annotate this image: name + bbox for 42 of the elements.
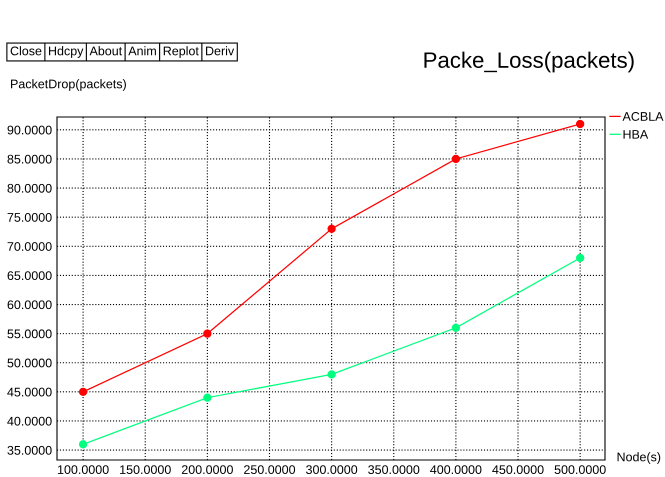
point (452, 324, 460, 332)
y-axis-title: PacketDrop(packets) (11, 79, 126, 91)
y-tick-label: 70.0000 (8, 242, 52, 251)
y-tick-label: 50.0000 (7, 358, 52, 368)
y-tick-label: 40.0000 (7, 416, 52, 426)
point (203, 394, 212, 402)
y-tick-label: 75.0000 (8, 212, 52, 222)
x-tick-label: 100.0000 (58, 465, 109, 474)
y-tick-label: 35.0000 (7, 446, 52, 455)
text: Anim (128, 46, 156, 56)
legend-label: HBA (624, 130, 648, 139)
point (452, 154, 460, 164)
point (576, 120, 584, 128)
y-tick-label: 80.0000 (8, 184, 52, 193)
legend-label: ACBLA (622, 112, 664, 121)
x-tick-label: 350.0000 (368, 465, 420, 474)
x-tick-label: 450.0000 (492, 465, 544, 474)
x-axis-title: Node(s) (618, 452, 660, 464)
x-tick-label: 250.0000 (244, 465, 296, 474)
point (327, 224, 336, 233)
y-tick-label: 85.0000 (8, 154, 52, 164)
y-tick-label: 55.0000 (7, 329, 52, 338)
point (327, 370, 336, 379)
chart-title: Packe_Loss(packets) (424, 52, 634, 72)
y-tick-label: 45.0000 (7, 388, 52, 397)
text: About (90, 46, 122, 56)
x-tick-label: 300.0000 (306, 465, 358, 474)
y-tick-label: 65.0000 (8, 271, 52, 280)
point (203, 329, 212, 338)
x-tick-label: 400.0000 (430, 465, 482, 474)
point (78, 440, 88, 448)
text: Hdcpy (49, 46, 84, 58)
x-tick-label: 500.0000 (554, 465, 606, 474)
y-tick-label: 90.0000 (8, 126, 52, 134)
y-tick-label: 60.0000 (8, 300, 52, 310)
x-tick-label: 150.0000 (120, 465, 171, 474)
text: Close (10, 46, 42, 56)
text: Deriv (206, 46, 234, 56)
text: Replot (164, 46, 199, 58)
point (576, 254, 584, 262)
point (78, 388, 88, 396)
x-tick-label: 200.0000 (182, 465, 233, 474)
